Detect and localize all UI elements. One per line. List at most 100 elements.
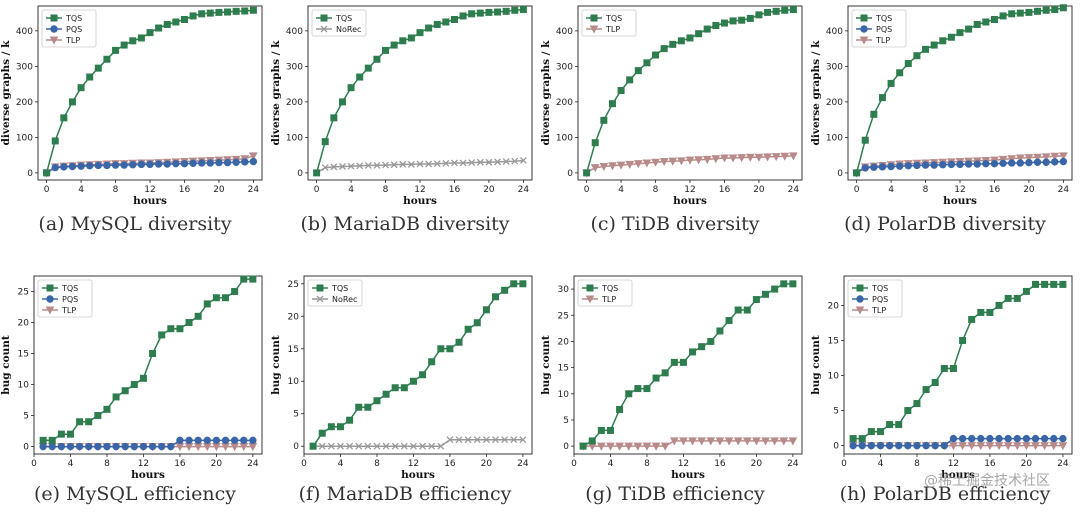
y-axis-label: bug count [810,335,822,395]
data-point-tqs [734,306,742,314]
data-point-pqs [130,442,139,451]
data-point-pqs [858,441,866,450]
x-axis-label: hours [943,195,977,207]
y-tick-label: 20 [558,337,570,347]
data-point-norec [425,160,433,168]
data-point-tqs [1016,9,1024,17]
data-point-tqs [224,8,232,16]
legend-marker-tlp [855,306,865,315]
data-point-pqs [939,161,947,169]
data-point-tqs [446,345,454,353]
data-point-tqs [241,7,249,15]
data-point-tqs [206,9,214,17]
y-tick-label: 200 [286,98,303,108]
data-point-tqs [501,286,509,294]
y-tick-label: 5 [23,412,29,422]
data-point-pqs [120,161,128,169]
data-point-pqs [1007,159,1016,167]
data-point-tlp [697,437,707,446]
data-point-pqs [921,161,930,169]
data-point-tqs [904,60,912,68]
data-point-tlp [771,153,781,162]
data-point-pqs [60,163,68,171]
data-point-pqs [48,442,56,451]
data-point-tlp [688,437,697,446]
data-point-tqs [940,365,948,373]
data-point-tlp [702,155,712,164]
data-point-tqs [149,350,157,358]
caption: (b) MariaDB diversity [300,213,510,235]
data-point-tlp [608,162,617,171]
data-point-pqs [940,441,949,450]
caption: (c) TiDB diversity [590,213,760,235]
data-point-pqs [223,158,232,167]
panel-mysql-diversity: 0 4 8 12 16 20 24 0 100 200 300 400 hours diverse gra… [0,0,270,258]
data-point-norec [446,436,454,444]
data-point-pqs [1022,434,1031,443]
data-point-tlp [720,154,729,163]
legend-label-tlp: TLP [605,25,620,34]
data-point-tqs [707,337,715,345]
x-tick-label: 12 [678,459,689,469]
legend-marker-tqs [316,284,324,292]
y-tick-label: 200 [16,98,33,108]
data-point-tqs [330,114,338,122]
data-point-norec [464,436,472,444]
legend-marker-norec [316,295,324,303]
data-point-tqs [973,20,981,28]
x-tick-label: 0 [571,459,577,469]
data-point-norec [455,436,463,444]
data-point-tqs [789,6,797,14]
data-point-pqs [958,434,967,443]
series-tqs [849,280,1067,443]
y-axis-label: diverse graphs / k [270,40,282,146]
series-pqs [849,434,1067,450]
x-tick-label: 24 [787,459,799,469]
y-tick-label: 15 [18,350,29,360]
data-point-tqs [476,9,484,17]
data-point-tqs [849,435,857,443]
legend-label-tlp: TLP [65,36,80,45]
data-point-tqs [103,405,111,413]
data-point-tqs [194,312,202,320]
data-point-tqs [459,12,467,20]
y-tick-label: 300 [16,62,33,72]
data-point-tqs [86,73,94,81]
data-point-norec [492,436,499,444]
series-pqs [852,157,1068,177]
data-point-tlp [616,161,626,170]
data-point-tqs [904,407,912,415]
data-point-tqs [660,45,668,53]
x-tick-label: 0 [584,185,590,195]
x-tick-label: 16 [719,185,731,195]
data-point-tqs [995,301,1003,309]
data-point-tqs [931,379,939,387]
data-point-tlp [1003,442,1013,451]
chart-mysql-efficiency: 0 4 8 12 16 20 24 0 5 10 15 20 25 hours bug count TQS PQ… [0,275,263,480]
data-point-tqs [886,421,894,429]
data-point-tqs [502,7,510,15]
data-point-norec [459,159,467,167]
legend-marker-tlp [585,295,595,304]
data-point-tqs [764,8,772,16]
data-point-tqs [473,319,481,327]
data-point-tqs [1032,280,1040,288]
legend: TQS TLP [581,9,637,37]
data-point-tlp [249,152,258,161]
data-point-tqs [112,393,120,401]
data-point-tqs [355,403,363,411]
data-point-pqs [867,441,876,450]
data-point-pqs [148,442,157,451]
data-point-tlp [1049,442,1059,451]
data-point-tqs [1059,280,1067,288]
data-point-tqs [139,374,147,382]
data-point-tqs [212,294,220,302]
x-tick-label: 24 [1058,185,1070,195]
data-point-tqs [1059,4,1067,12]
data-point-tqs [373,397,381,405]
y-tick-label: 30 [558,285,570,295]
x-tick-label: 8 [104,459,110,469]
y-tick-label: 10 [558,390,570,400]
series-norec [313,157,527,177]
x-tick-label: 24 [1057,459,1069,469]
